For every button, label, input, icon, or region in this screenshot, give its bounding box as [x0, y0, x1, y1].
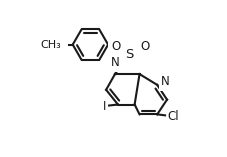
Text: S: S: [126, 48, 134, 61]
Text: O: O: [111, 40, 121, 53]
Text: N: N: [111, 56, 119, 69]
Text: I: I: [102, 100, 106, 113]
Text: Cl: Cl: [167, 110, 179, 123]
Text: N: N: [161, 75, 170, 88]
Text: CH₃: CH₃: [40, 40, 61, 50]
Text: O: O: [141, 40, 150, 53]
